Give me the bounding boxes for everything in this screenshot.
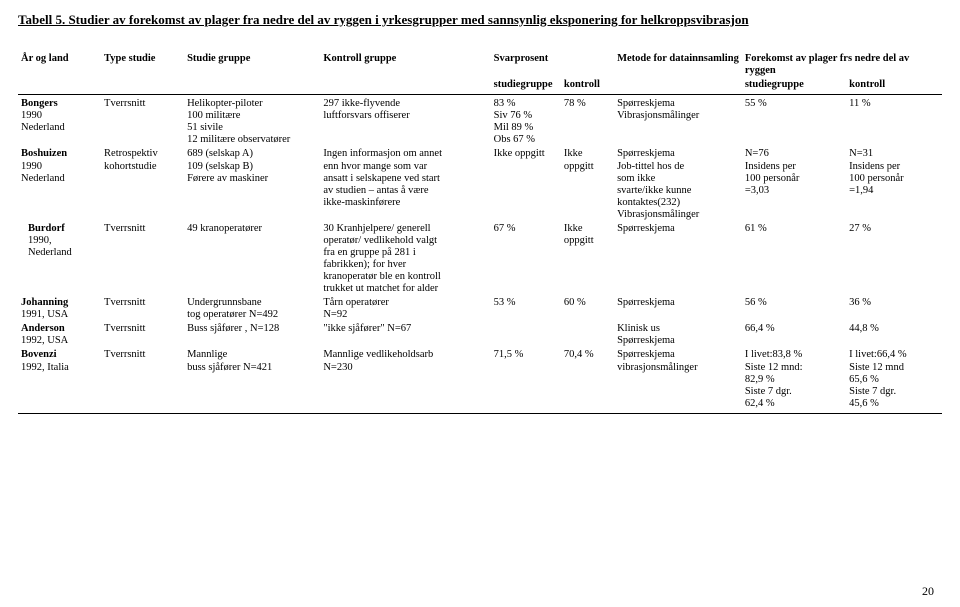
cell-svarprosent-studiegruppe: 83 %Siv 76 %Mil 89 %Obs 67 %	[491, 97, 561, 147]
cell-kontroll-gruppe: 30 Kranhjelpere/ generelloperatør/ vedli…	[320, 222, 490, 296]
cell-aar-og-land: Bovenzi1992, Italia	[18, 348, 101, 410]
cell-metode: Spørreskjema	[614, 296, 742, 322]
divider	[18, 413, 942, 414]
cell-aar-og-land: Bongers1990Nederland	[18, 97, 101, 147]
cell-type-studie: Tverrsnitt	[101, 296, 184, 322]
cell-forekomst-kontroll: 11 %	[846, 97, 942, 147]
subheader-fr-kontroll: kontroll	[846, 78, 942, 92]
cell-metode: SpørreskjemaJob-tittel hos desom ikkesva…	[614, 147, 742, 221]
cell-metode: Spørreskjema	[614, 222, 742, 296]
cell-svarprosent-kontroll: 60 %	[561, 296, 614, 322]
cell-svarprosent-studiegruppe: 71,5 %	[491, 348, 561, 410]
cell-svarprosent-kontroll: 78 %	[561, 97, 614, 147]
header-forekomst: Forekomst av plager frs nedre del av ryg…	[742, 52, 942, 78]
divider	[18, 94, 942, 95]
subheader-empty	[184, 78, 320, 92]
cell-metode: Spørreskjemavibrasjonsmålinger	[614, 348, 742, 410]
cell-forekomst-kontroll: 27 %	[846, 222, 942, 296]
cell-metode: SpørreskjemaVibrasjonsmålinger	[614, 97, 742, 147]
data-table: År og land Type studie Studie gruppe Kon…	[18, 52, 942, 416]
subheader-sv-studiegruppe: studiegruppe	[491, 78, 561, 92]
table-header-row: År og land Type studie Studie gruppe Kon…	[18, 52, 942, 78]
header-metode: Metode for datainnsamling	[614, 52, 742, 78]
table-row: Boshuizen1990NederlandRetrospektivkohort…	[18, 147, 942, 221]
subheader-sv-kontroll: kontroll	[561, 78, 614, 92]
table-row: Anderson1992, USATverrsnittBuss sjåfører…	[18, 322, 942, 348]
cell-forekomst-kontroll: 44,8 %	[846, 322, 942, 348]
cell-type-studie: Retrospektivkohortstudie	[101, 147, 184, 221]
cell-svarprosent-studiegruppe	[491, 322, 561, 348]
table-title: Tabell 5. Studier av forekomst av plager…	[18, 12, 942, 28]
cell-studie-gruppe: 689 (selskap A)109 (selskap B)Førere av …	[184, 147, 320, 221]
cell-type-studie: Tverrsnitt	[101, 222, 184, 296]
table-row: Burdorf1990,NederlandTverrsnitt49 kranop…	[18, 222, 942, 296]
cell-type-studie: Tverrsnitt	[101, 97, 184, 147]
table-subheader-row: studiegruppe kontroll studiegruppe kontr…	[18, 78, 942, 92]
table-row: Bovenzi1992, ItaliaTverrsnittMannligebus…	[18, 348, 942, 410]
cell-studie-gruppe: Buss sjåfører , N=128	[184, 322, 320, 348]
cell-type-studie: Tverrsnitt	[101, 322, 184, 348]
cell-type-studie: Tverrsnitt	[101, 348, 184, 410]
cell-aar-og-land: Anderson1992, USA	[18, 322, 101, 348]
cell-forekomst-studiegruppe: 66,4 %	[742, 322, 846, 348]
cell-svarprosent-studiegruppe: 67 %	[491, 222, 561, 296]
cell-studie-gruppe: Mannligebuss sjåfører N=421	[184, 348, 320, 410]
cell-svarprosent-studiegruppe: 53 %	[491, 296, 561, 322]
cell-studie-gruppe: 49 kranoperatører	[184, 222, 320, 296]
cell-kontroll-gruppe: Tårn operatørerN=92	[320, 296, 490, 322]
cell-svarprosent-kontroll: Ikkeoppgitt	[561, 222, 614, 296]
header-type-studie: Type studie	[101, 52, 184, 78]
header-aar-og-land: År og land	[18, 52, 101, 78]
subheader-empty	[101, 78, 184, 92]
page-number: 20	[922, 584, 934, 599]
cell-kontroll-gruppe: Ingen informasjon om annetenn hvor mange…	[320, 147, 490, 221]
subheader-empty	[320, 78, 490, 92]
cell-studie-gruppe: Undergrunnsbanetog operatører N=492	[184, 296, 320, 322]
subheader-fr-studiegruppe: studiegruppe	[742, 78, 846, 92]
cell-kontroll-gruppe: 297 ikke-flyvendeluftforsvars offiserer	[320, 97, 490, 147]
cell-forekomst-kontroll: I livet:66,4 %Siste 12 mnd65,6 %Siste 7 …	[846, 348, 942, 410]
divider-row	[18, 411, 942, 416]
cell-forekomst-studiegruppe: 56 %	[742, 296, 846, 322]
cell-forekomst-studiegruppe: N=76Insidens per100 personår=3,03	[742, 147, 846, 221]
cell-forekomst-studiegruppe: 61 %	[742, 222, 846, 296]
header-studie-gruppe: Studie gruppe	[184, 52, 320, 78]
cell-svarprosent-kontroll	[561, 322, 614, 348]
cell-kontroll-gruppe: "ikke sjåfører" N=67	[320, 322, 490, 348]
cell-forekomst-studiegruppe: I livet:83,8 %Siste 12 mnd:82,9 %Siste 7…	[742, 348, 846, 410]
cell-forekomst-studiegruppe: 55 %	[742, 97, 846, 147]
cell-svarprosent-kontroll: 70,4 %	[561, 348, 614, 410]
cell-metode: Klinisk usSpørreskjema	[614, 322, 742, 348]
cell-aar-og-land: Johanning1991, USA	[18, 296, 101, 322]
header-svarprosent: Svarprosent	[491, 52, 614, 78]
subheader-empty	[614, 78, 742, 92]
cell-aar-og-land: Boshuizen1990Nederland	[18, 147, 101, 221]
cell-svarprosent-kontroll: Ikkeoppgitt	[561, 147, 614, 221]
table-row: Johanning1991, USATverrsnittUndergrunnsb…	[18, 296, 942, 322]
cell-forekomst-kontroll: 36 %	[846, 296, 942, 322]
cell-studie-gruppe: Helikopter-piloter100 militære51 sivile1…	[184, 97, 320, 147]
cell-aar-og-land: Burdorf1990,Nederland	[18, 222, 101, 296]
table-row: Bongers1990NederlandTverrsnittHelikopter…	[18, 97, 942, 147]
subheader-empty	[18, 78, 101, 92]
cell-forekomst-kontroll: N=31Insidens per100 personår=1,94	[846, 147, 942, 221]
cell-kontroll-gruppe: Mannlige vedlikeholdsarbN=230	[320, 348, 490, 410]
header-kontroll-gruppe: Kontroll gruppe	[320, 52, 490, 78]
cell-svarprosent-studiegruppe: Ikke oppgitt	[491, 147, 561, 221]
